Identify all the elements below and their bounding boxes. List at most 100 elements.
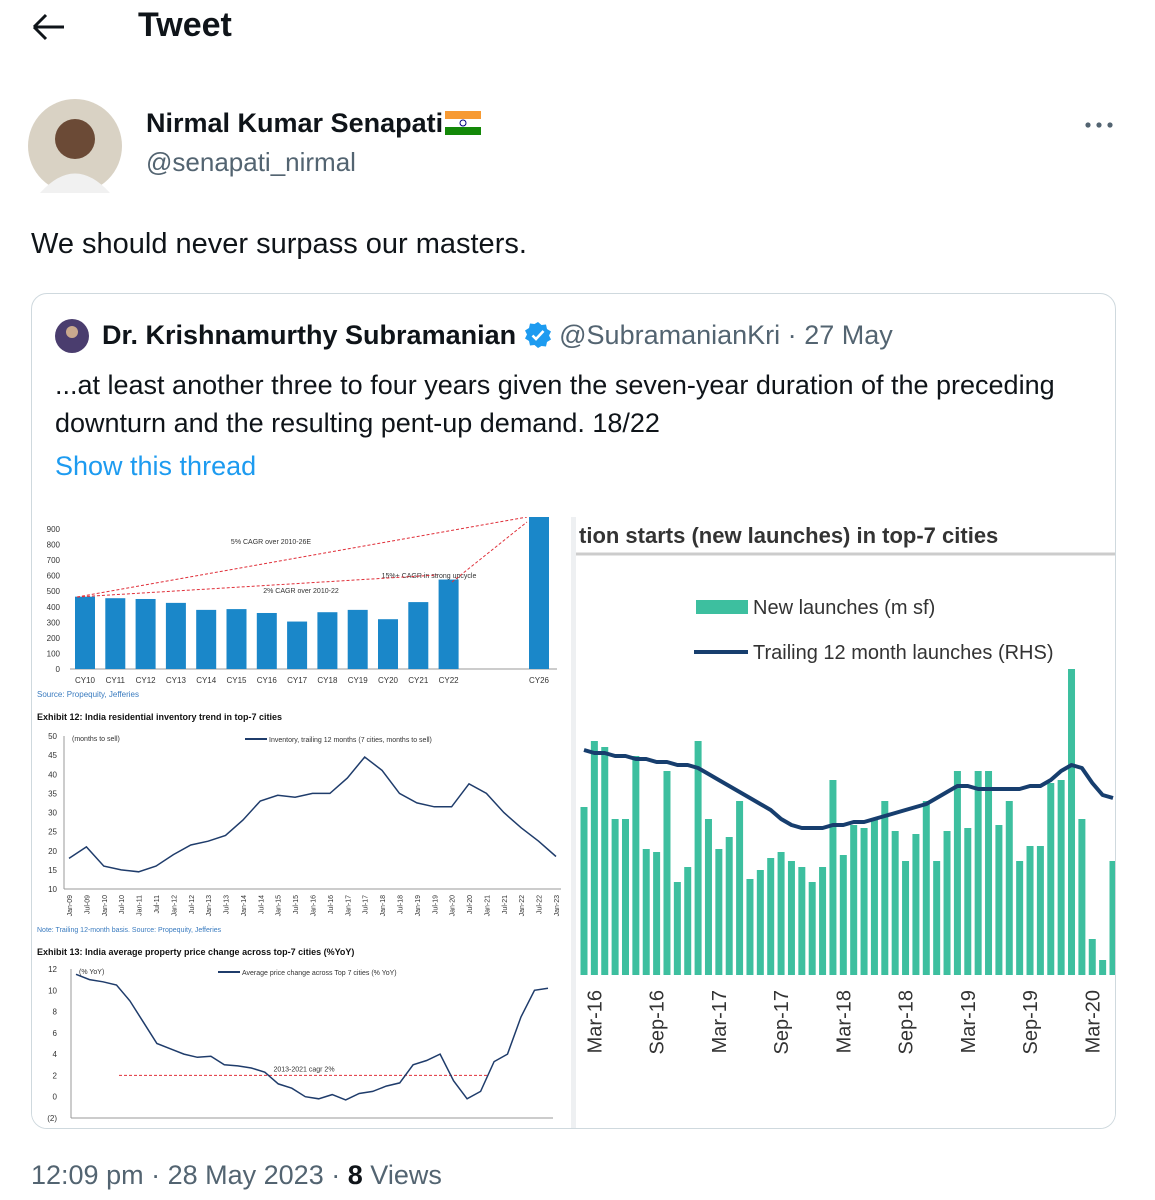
quoted-date: 27 May (804, 320, 893, 350)
bar (1016, 861, 1024, 975)
x-tick-label: Jul-15 (293, 895, 300, 914)
author-name[interactable]: Nirmal Kumar Senapati (146, 108, 482, 139)
x-tick-label: Jan-16 (311, 895, 318, 917)
x-tick-label: CY11 (106, 676, 126, 685)
bar (75, 596, 95, 669)
bar (1068, 669, 1076, 975)
x-tick-label: Sep-18 (896, 990, 918, 1055)
bar (891, 831, 899, 975)
quoted-handle: @SubramanianKri (559, 320, 781, 350)
x-tick-label: CY15 (226, 676, 247, 685)
y-tick-label: 35 (48, 789, 57, 798)
y-tick-label: 30 (48, 809, 57, 818)
author-handle[interactable]: @senapati_nirmal (146, 147, 356, 177)
bar (756, 870, 764, 975)
x-tick-label: Jul-13 (224, 895, 231, 914)
x-tick-label: Jul-21 (502, 895, 509, 914)
bar (767, 858, 775, 975)
y-axis-label: (% YoY) (79, 969, 104, 976)
bar (902, 861, 910, 975)
separator: · (331, 1160, 341, 1190)
x-tick-label: Jul-12 (189, 895, 196, 914)
bar (870, 819, 878, 975)
quoted-author: Dr. Krishnamurthy Subramanian (102, 320, 517, 350)
annotation: 2013-2021 cagr 2% (273, 1066, 334, 1073)
bar (974, 771, 982, 975)
legend-label: Inventory, trailing 12 months (7 cities,… (269, 737, 432, 744)
x-tick-label: Jul-16 (328, 895, 335, 914)
bar (590, 741, 598, 975)
header-title: Tweet (138, 6, 232, 44)
y-tick-label: 700 (47, 556, 61, 565)
y-tick-label: 800 (47, 541, 61, 550)
y-tick-label: 10 (48, 885, 57, 894)
bar (673, 882, 681, 975)
y-tick-label: 10 (48, 986, 57, 995)
bar (1026, 846, 1034, 975)
separator: · (787, 320, 797, 350)
y-tick-label: 2 (53, 1071, 58, 1080)
bar (725, 837, 733, 975)
x-tick-label: CY19 (348, 676, 369, 685)
bar (378, 619, 398, 669)
y-tick-label: 6 (53, 1029, 58, 1038)
trend-arrow (451, 521, 528, 583)
bar (922, 801, 930, 975)
x-tick-label: CY10 (75, 676, 96, 685)
back-arrow[interactable] (30, 12, 70, 42)
separator: · (151, 1160, 161, 1190)
y-tick-label: 900 (47, 525, 61, 534)
show-thread-link[interactable]: Show this thread (55, 451, 257, 481)
x-tick-label: Jan-23 (554, 895, 561, 917)
bar (642, 849, 650, 975)
bar (1036, 846, 1044, 975)
x-tick-label: Jul-14 (258, 895, 265, 914)
bar (196, 609, 217, 669)
avatar[interactable] (28, 99, 122, 193)
y-tick-label: 25 (48, 828, 57, 837)
y-tick-label: 8 (53, 1008, 58, 1017)
bar (621, 819, 629, 975)
y-tick-label: 4 (53, 1050, 58, 1059)
bar (653, 852, 661, 975)
y-tick-label: 0 (53, 1093, 58, 1102)
x-tick-label: Jan-10 (102, 895, 109, 917)
bar (912, 834, 920, 975)
bar (1057, 780, 1065, 975)
more-button[interactable] (1084, 118, 1116, 132)
bar (1109, 861, 1115, 975)
bar (787, 861, 795, 975)
bar (860, 828, 868, 975)
quoted-avatar (55, 319, 89, 353)
bar (226, 609, 247, 669)
author-name-text[interactable]: Nirmal Kumar Senapati (146, 108, 444, 138)
y-tick-label: 200 (47, 634, 61, 643)
y-tick-label: 20 (48, 847, 57, 856)
bar (953, 771, 961, 975)
bar (684, 867, 692, 975)
source: Source: Propequity, Jefferies (37, 690, 139, 699)
bar (704, 819, 712, 975)
bar (1005, 801, 1013, 975)
divider (571, 517, 576, 1128)
quoted-tweet[interactable]: Dr. Krishnamurthy Subramanian @Subramani… (31, 293, 1116, 1129)
x-tick-label: CY14 (196, 676, 217, 685)
chart-title: Exhibit 13: India average property price… (37, 947, 354, 957)
bar (881, 801, 889, 975)
x-tick-label: Sep-19 (1020, 990, 1042, 1055)
bar (135, 598, 156, 669)
x-tick-label: Jan-12 (171, 895, 178, 917)
y-tick-label: 300 (47, 618, 61, 627)
x-tick-label: Jul-11 (154, 895, 161, 914)
y-axis-label: (months to sell) (72, 736, 120, 743)
bar (839, 855, 847, 975)
bar (663, 771, 671, 975)
x-tick-label: Mar-17 (709, 990, 731, 1053)
x-tick-label: CY12 (136, 676, 157, 685)
trend-arrow (76, 517, 528, 598)
quoted-header: Dr. Krishnamurthy Subramanian @Subramani… (102, 320, 893, 351)
y-tick-label: 0 (56, 665, 61, 674)
x-tick-label: Jan-17 (345, 895, 352, 917)
